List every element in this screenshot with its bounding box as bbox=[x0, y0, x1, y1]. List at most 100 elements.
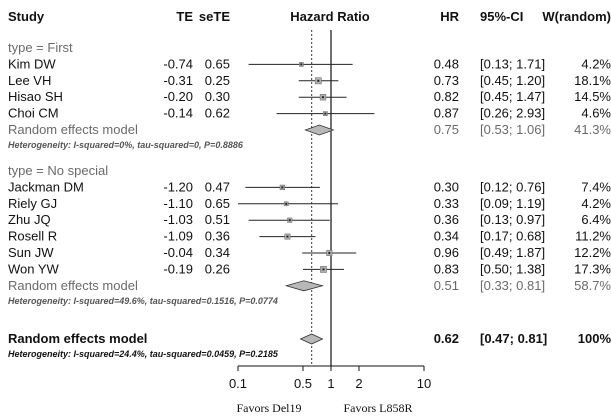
study-hr-1: 0.73 bbox=[434, 73, 459, 88]
study-hr-8: 0.96 bbox=[434, 245, 459, 260]
group-heterogeneity-1: Heterogeneity: I-squared=49.6%, tau-squa… bbox=[8, 296, 278, 306]
study-te-7: -1.09 bbox=[163, 229, 193, 244]
group-summary-hr-1: 0.51 bbox=[434, 278, 459, 293]
study-te-8: -0.04 bbox=[163, 245, 193, 260]
group-summary-ci-1: [0.33; 0.81] bbox=[480, 278, 545, 293]
header-row: Study TE seTE Hazard Ratio HR 95%-CI W(r… bbox=[8, 9, 611, 24]
group-label-0: type = First bbox=[8, 40, 73, 55]
study-te-1: -0.31 bbox=[163, 73, 193, 88]
point-estimate-6 bbox=[288, 219, 291, 222]
study-te-0: -0.74 bbox=[163, 56, 193, 71]
study-ci-3: [0.26; 2.93] bbox=[480, 106, 545, 121]
group-summary-diamond-0 bbox=[304, 124, 335, 136]
study-hr-5: 0.33 bbox=[434, 196, 459, 211]
study-hr-9: 0.83 bbox=[434, 261, 459, 276]
study-name-4: Jackman DM bbox=[8, 179, 84, 194]
overall-summary-ci: [0.47; 0.81] bbox=[480, 331, 547, 346]
study-weight-9: 17.3% bbox=[574, 261, 611, 276]
study-ci-4: [0.12; 0.76] bbox=[480, 179, 545, 194]
point-estimate-9 bbox=[322, 268, 325, 271]
study-name-0: Kim DW bbox=[8, 56, 56, 71]
study-weight-1: 18.1% bbox=[574, 73, 611, 88]
study-ci-6: [0.13; 0.97] bbox=[480, 212, 545, 227]
x-tick-label-2: 1 bbox=[327, 376, 334, 391]
point-estimate-2 bbox=[321, 96, 324, 99]
study-sete-7: 0.36 bbox=[205, 229, 230, 244]
group-heterogeneity-0: Heterogeneity: I-squared=0%, tau-squared… bbox=[8, 140, 244, 150]
study-name-5: Riely GJ bbox=[8, 196, 57, 211]
study-weight-3: 4.6% bbox=[581, 106, 611, 121]
study-ci-0: [0.13; 1.71] bbox=[480, 56, 545, 71]
study-hr-3: 0.87 bbox=[434, 106, 459, 121]
study-te-2: -0.20 bbox=[163, 89, 193, 104]
header-hazard-ratio: Hazard Ratio bbox=[290, 9, 370, 24]
study-weight-0: 4.2% bbox=[581, 56, 611, 71]
study-sete-8: 0.34 bbox=[205, 245, 230, 260]
study-hr-4: 0.30 bbox=[434, 179, 459, 194]
group-summary-weight-0: 41.3% bbox=[574, 122, 611, 137]
study-ci-5: [0.09; 1.19] bbox=[480, 196, 545, 211]
point-estimate-4 bbox=[281, 186, 284, 189]
point-estimate-7 bbox=[286, 235, 289, 238]
study-weight-2: 14.5% bbox=[574, 89, 611, 104]
study-ci-8: [0.49; 1.87] bbox=[480, 245, 545, 260]
group-summary-ci-0: [0.53; 1.06] bbox=[480, 122, 545, 137]
study-name-1: Lee VH bbox=[8, 73, 51, 88]
x-tick-label-3: 2 bbox=[355, 376, 362, 391]
group-summary-diamond-1 bbox=[284, 280, 325, 292]
header-weight: W(random) bbox=[542, 9, 611, 24]
study-name-7: Rosell R bbox=[8, 229, 57, 244]
group-summary-label-1: Random effects model bbox=[8, 278, 138, 293]
group-summary-weight-1: 58.7% bbox=[574, 278, 611, 293]
study-hr-6: 0.36 bbox=[434, 212, 459, 227]
study-name-6: Zhu JQ bbox=[8, 212, 51, 227]
study-weight-8: 12.2% bbox=[574, 245, 611, 260]
study-ci-2: [0.45; 1.47] bbox=[480, 89, 545, 104]
study-hr-7: 0.34 bbox=[434, 229, 459, 244]
point-estimate-0 bbox=[300, 63, 303, 66]
study-te-3: -0.14 bbox=[163, 106, 193, 121]
study-name-9: Won YW bbox=[8, 261, 60, 276]
overall-summary-diamond bbox=[299, 333, 324, 345]
favors-left-label: Favors Del19 bbox=[237, 401, 302, 415]
study-sete-1: 0.25 bbox=[205, 73, 230, 88]
point-estimate-5 bbox=[285, 202, 288, 205]
study-weight-7: 11.2% bbox=[575, 229, 611, 244]
overall-summary-label: Random effects model bbox=[8, 331, 147, 346]
study-hr-2: 0.82 bbox=[434, 89, 459, 104]
header-te: TE bbox=[176, 9, 193, 24]
study-weight-5: 4.2% bbox=[581, 196, 611, 211]
study-sete-2: 0.30 bbox=[205, 89, 230, 104]
study-sete-0: 0.65 bbox=[205, 56, 230, 71]
group-summary-label-0: Random effects model bbox=[8, 122, 138, 137]
overall-summary-hr: 0.62 bbox=[434, 331, 459, 346]
study-ci-9: [0.50; 1.38] bbox=[480, 261, 545, 276]
header-hr: HR bbox=[440, 9, 459, 24]
study-ci-7: [0.17; 0.68] bbox=[480, 229, 545, 244]
study-sete-5: 0.65 bbox=[205, 196, 230, 211]
study-ci-1: [0.45; 1.20] bbox=[480, 73, 545, 88]
header-study: Study bbox=[8, 9, 45, 24]
group-label-1: type = No special bbox=[8, 163, 108, 178]
study-hr-0: 0.48 bbox=[434, 56, 459, 71]
overall-summary-weight: 100% bbox=[578, 331, 611, 346]
study-sete-4: 0.47 bbox=[205, 179, 230, 194]
study-te-9: -0.19 bbox=[163, 261, 193, 276]
point-estimate-8 bbox=[328, 252, 331, 254]
study-name-2: Hisao SH bbox=[8, 89, 63, 104]
group-summary-hr-0: 0.75 bbox=[434, 122, 459, 137]
point-estimate-3 bbox=[324, 112, 327, 115]
x-tick-label-1: 0.5 bbox=[294, 376, 312, 391]
study-weight-6: 6.4% bbox=[581, 212, 611, 227]
study-weight-4: 7.4% bbox=[581, 179, 611, 194]
study-sete-6: 0.51 bbox=[205, 212, 230, 227]
study-name-8: Sun JW bbox=[8, 245, 54, 260]
header-sete: seTE bbox=[199, 9, 230, 24]
header-ci: 95%-CI bbox=[480, 9, 523, 24]
study-te-6: -1.03 bbox=[163, 212, 193, 227]
favors-right-label: Favors L858R bbox=[344, 401, 413, 415]
study-te-4: -1.20 bbox=[163, 179, 193, 194]
plot-area bbox=[238, 30, 375, 366]
